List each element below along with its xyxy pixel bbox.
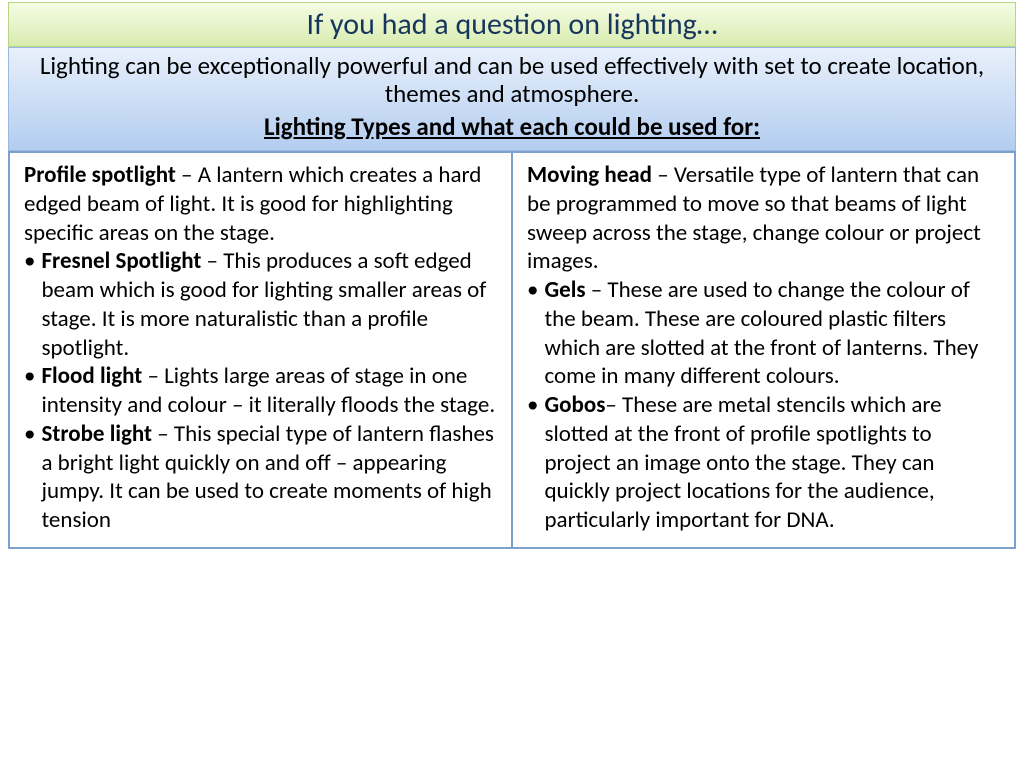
lighting-entry: Profile spotlight – A lantern which crea… bbox=[24, 161, 497, 247]
bullet-icon: • bbox=[527, 391, 544, 535]
term: Gels bbox=[544, 276, 585, 304]
term: Flood light bbox=[41, 362, 142, 390]
sep: – bbox=[201, 247, 223, 275]
bullet-icon: • bbox=[24, 420, 41, 535]
right-column: Moving head – Versatile type of lantern … bbox=[513, 153, 1014, 547]
term: Strobe light bbox=[41, 420, 152, 448]
bullet-icon: • bbox=[527, 276, 544, 391]
sep: – bbox=[142, 362, 164, 390]
sep: – bbox=[605, 391, 622, 419]
desc: These are used to change the colour of t… bbox=[544, 276, 978, 390]
lighting-entry: Moving head – Versatile type of lantern … bbox=[527, 161, 1000, 276]
bullet-icon: • bbox=[24, 247, 41, 362]
term: Profile spotlight bbox=[24, 161, 176, 189]
sep: – bbox=[176, 161, 198, 189]
slide-title: If you had a question on lighting… bbox=[8, 2, 1016, 47]
lighting-entry: • Gobos– These are metal stencils which … bbox=[527, 391, 1000, 535]
term: Moving head bbox=[527, 161, 652, 189]
term: Gobos bbox=[544, 391, 605, 419]
intro-banner: Lighting can be exceptionally powerful a… bbox=[8, 47, 1016, 151]
lighting-entry: • Flood light – Lights large areas of st… bbox=[24, 362, 497, 420]
sep: – bbox=[652, 161, 674, 189]
lighting-entry: • Fresnel Spotlight – This produces a so… bbox=[24, 247, 497, 362]
intro-text: Lighting can be exceptionally powerful a… bbox=[37, 52, 987, 107]
left-column: Profile spotlight – A lantern which crea… bbox=[10, 153, 513, 547]
lighting-entry: • Gels – These are used to change the co… bbox=[527, 276, 1000, 391]
content-columns: Profile spotlight – A lantern which crea… bbox=[8, 151, 1016, 549]
intro-subheading: Lighting Types and what each could be us… bbox=[37, 111, 987, 142]
bullet-icon: • bbox=[24, 362, 41, 420]
term: Fresnel Spotlight bbox=[41, 247, 201, 275]
sep: – bbox=[152, 420, 174, 448]
lighting-entry: • Strobe light – This special type of la… bbox=[24, 420, 497, 535]
sep: – bbox=[586, 276, 608, 304]
